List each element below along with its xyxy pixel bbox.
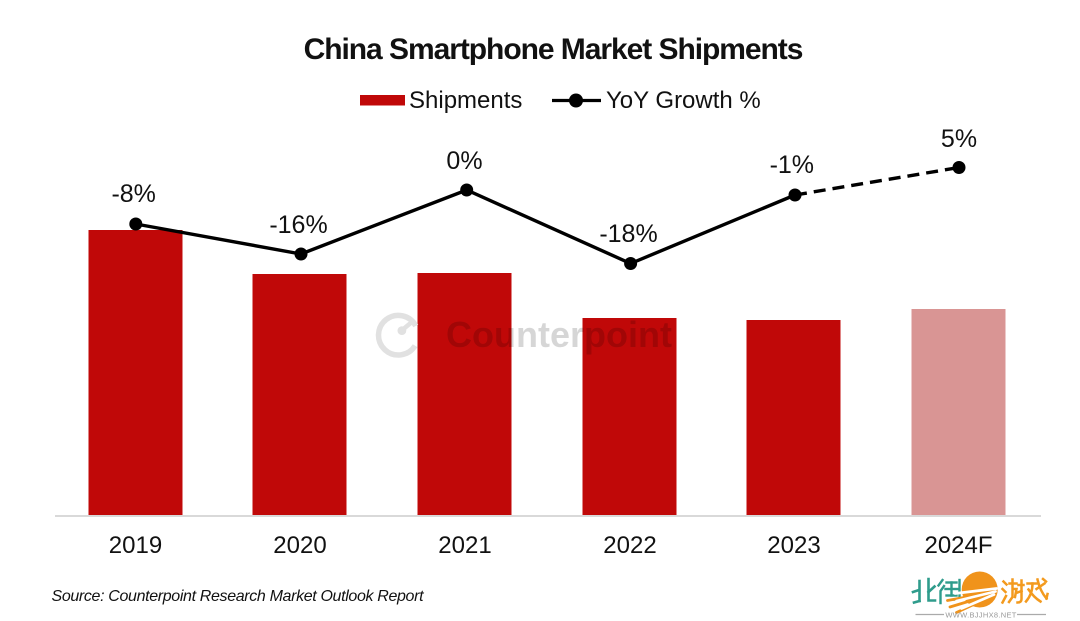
- svg-text:Shipments: Shipments: [409, 87, 522, 114]
- svg-text:2023: 2023: [767, 532, 820, 559]
- svg-text:2019: 2019: [109, 532, 162, 559]
- svg-text:YoY Growth %: YoY Growth %: [606, 87, 761, 114]
- svg-text:China Smartphone Market Shipme: China Smartphone Market Shipments: [304, 33, 803, 66]
- svg-text:2020: 2020: [273, 532, 326, 559]
- svg-text:-8%: -8%: [111, 180, 155, 208]
- svg-text:-16%: -16%: [269, 211, 327, 239]
- svg-text:Source: Counterpoint Research: Source: Counterpoint Research Market Out…: [52, 588, 425, 605]
- svg-text:Counterpoint: Counterpoint: [446, 314, 672, 355]
- svg-text:2021: 2021: [438, 532, 491, 559]
- svg-text:5%: 5%: [941, 125, 977, 153]
- svg-text:-1%: -1%: [770, 151, 814, 179]
- svg-text:0%: 0%: [446, 147, 482, 175]
- svg-text:2024F: 2024F: [924, 532, 992, 559]
- svg-text:-18%: -18%: [599, 220, 657, 248]
- svg-text:2022: 2022: [603, 532, 656, 559]
- svg-text:WWW.BJJHX8.NET: WWW.BJJHX8.NET: [945, 611, 1016, 620]
